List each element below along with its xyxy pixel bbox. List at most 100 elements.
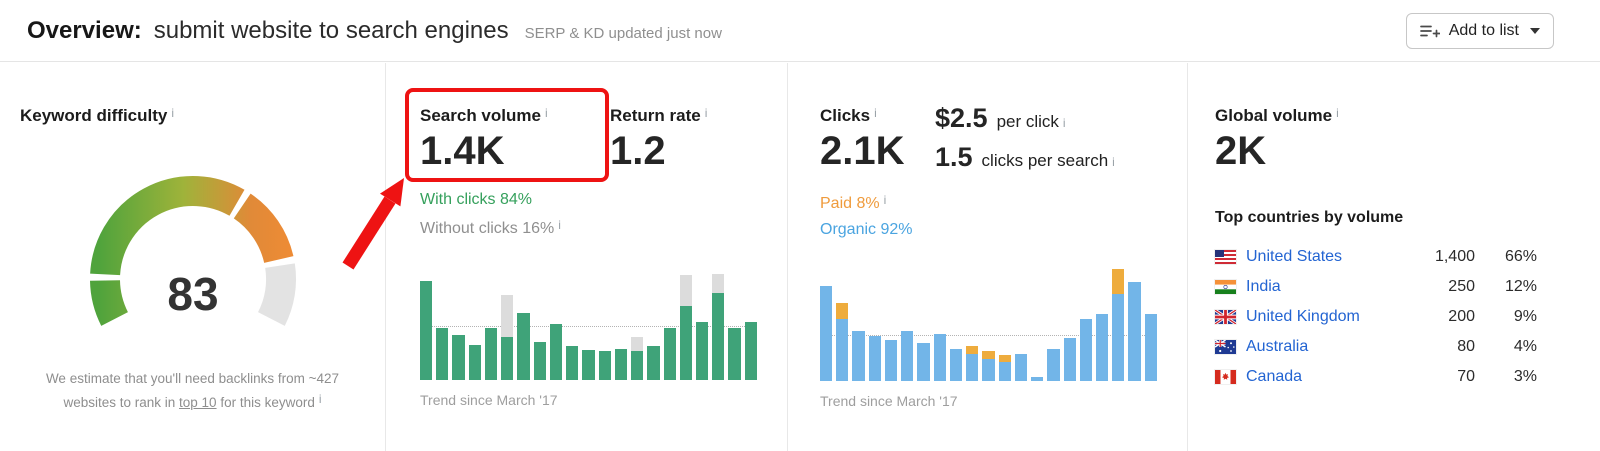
add-to-list-label: Add to list [1448, 21, 1519, 39]
countries-list: United States 1,400 66% India 250 12% United K… [1215, 242, 1580, 392]
country-volume: 1,400 [1434, 248, 1475, 265]
global-volume-section: Global volume i 2K Top countries by volum… [1188, 63, 1600, 451]
trend-bar [998, 269, 1011, 381]
trend-bar [884, 269, 898, 381]
trend-bar [647, 268, 660, 380]
country-volume: 200 [1448, 308, 1475, 325]
country-link[interactable]: India [1246, 278, 1281, 295]
flag-in-icon [1215, 280, 1236, 294]
global-volume-value: 2K [1215, 129, 1267, 173]
header: Overview: submit website to search engin… [0, 0, 1600, 62]
chevron-down-icon [1530, 27, 1540, 34]
header-title-group: Overview: submit website to search engin… [27, 17, 722, 45]
clicks-trend-chart [820, 269, 1157, 381]
trend-bar [501, 268, 514, 380]
search-volume-trend-chart [420, 268, 757, 380]
trend-bar [679, 268, 692, 380]
trend-bar [420, 268, 433, 380]
cps-value: 1.5 [935, 142, 973, 172]
trend-bar [484, 268, 498, 380]
difficulty-gauge: 83 [89, 176, 296, 326]
info-icon[interactable]: i [883, 193, 887, 207]
country-row: Canada 70 3% [1215, 362, 1537, 392]
country-share: 66% [1504, 248, 1537, 265]
search-volume-section: Search volume i 1.4K Return rate i 1.2 Wit… [386, 63, 788, 451]
cpc-label: per click [996, 112, 1059, 131]
search-volume-value: 1.4K [420, 129, 505, 173]
trend-bar [517, 268, 530, 380]
trend-bar [1144, 269, 1157, 381]
difficulty-score: 83 [167, 268, 218, 320]
trend-bar [982, 269, 995, 381]
difficulty-note-text2: for this keyword [216, 395, 315, 410]
trend-bar [631, 268, 644, 380]
info-icon[interactable]: i [1112, 155, 1115, 169]
trend-bar [1014, 269, 1028, 381]
trend-bar [1095, 269, 1109, 381]
global-volume-label: Global volume [1215, 106, 1333, 125]
country-volume: 250 [1448, 278, 1475, 295]
info-icon[interactable]: i [171, 106, 175, 120]
trend-bar [949, 269, 963, 381]
cps-label: clicks per search [981, 151, 1109, 170]
keyword-difficulty-heading: Keyword difficulty i [20, 103, 365, 126]
info-icon[interactable]: i [318, 392, 322, 406]
trend-bar [614, 268, 628, 380]
info-icon[interactable]: i [1062, 116, 1066, 130]
add-to-list-button[interactable]: Add to list [1405, 12, 1554, 49]
country-link[interactable]: United States [1246, 248, 1343, 265]
trend-bar [1047, 269, 1060, 381]
trend-bar [1031, 269, 1044, 381]
info-icon[interactable]: i [704, 106, 708, 120]
difficulty-note-text: We estimate that you'll need backlinks f… [45, 371, 340, 410]
info-icon[interactable]: i [874, 106, 877, 120]
clicks-trend-caption: Trend since March '17 [820, 393, 958, 409]
flag-ca-icon [1215, 370, 1236, 384]
clicks-heading: Clicks i [820, 103, 935, 126]
global-volume-heading: Global volume i [1215, 103, 1580, 126]
trend-bar [452, 268, 465, 380]
cpc-value: $2.5 [935, 103, 988, 133]
flag-us-icon [1215, 250, 1236, 264]
trend-bar [1063, 269, 1076, 381]
trend-bar [566, 268, 579, 380]
without-clicks-stat: Without clicks 16% i [420, 216, 757, 238]
keyword-difficulty-section: Keyword difficulty i 83 We estimate that … [0, 63, 386, 451]
add-to-list-icon [1419, 23, 1440, 39]
info-icon[interactable]: i [1336, 106, 1339, 120]
search-volume-heading: Search volume i [420, 103, 610, 126]
updated-note: SERP & KD updated just now [524, 24, 722, 42]
search-volume-block: Search volume i 1.4K [420, 103, 610, 172]
trend-bar [901, 269, 914, 381]
country-volume: 70 [1457, 368, 1475, 385]
top-10-link[interactable]: top 10 [179, 395, 217, 410]
country-link[interactable]: Australia [1246, 338, 1309, 355]
trend-bar [1079, 269, 1092, 381]
country-link[interactable]: United Kingdom [1246, 308, 1360, 325]
country-link[interactable]: Canada [1246, 368, 1303, 385]
country-row: United Kingdom 200 9% [1215, 302, 1537, 332]
trend-bar [917, 269, 930, 381]
info-icon[interactable]: i [544, 106, 548, 120]
cpc-block: $2.5 per click i 1.5 clicks per search i [935, 103, 1115, 173]
trend-bar [712, 268, 725, 380]
trend-bar [468, 268, 481, 380]
paid-stat: Paid 8% i [820, 191, 1157, 213]
keyword-text: submit website to search engines [153, 16, 509, 44]
organic-stat: Organic 92% [820, 221, 913, 238]
without-clicks-label: Without clicks 16% [420, 220, 555, 237]
trend-bar [852, 269, 865, 381]
return-rate-label: Return rate [610, 106, 701, 125]
trend-bar [598, 268, 611, 380]
top-countries-heading: Top countries by volume [1215, 209, 1404, 226]
trend-bar [744, 268, 757, 380]
paid-label: Paid 8% [820, 195, 880, 212]
info-icon[interactable]: i [558, 218, 561, 232]
trend-bar [1128, 269, 1141, 381]
country-share: 9% [1513, 308, 1537, 325]
trend-bar [549, 268, 563, 380]
with-clicks-stat: With clicks 84% [420, 191, 533, 208]
trend-bar [728, 268, 741, 380]
country-share: 12% [1504, 278, 1537, 295]
